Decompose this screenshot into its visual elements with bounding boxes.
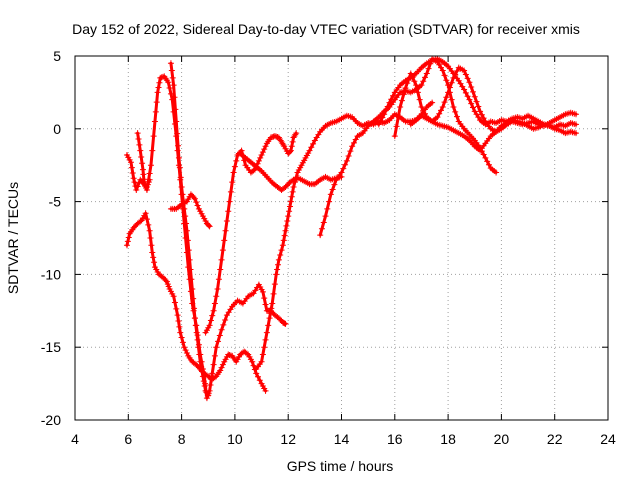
plot-frame bbox=[74, 55, 609, 421]
plot-area-data bbox=[123, 55, 580, 402]
y-tick-label: 0 bbox=[53, 121, 61, 137]
chart-title: Day 152 of 2022, Sidereal Day-to-day VTE… bbox=[72, 21, 580, 37]
x-tick-label: 6 bbox=[124, 431, 132, 447]
data-point-markers bbox=[123, 210, 269, 394]
y-tick-label: -10 bbox=[41, 266, 61, 282]
x-tick-label: 14 bbox=[334, 431, 350, 447]
x-tick-label: 24 bbox=[600, 431, 616, 447]
x-tick-label: 4 bbox=[71, 431, 79, 447]
series-line bbox=[169, 192, 212, 228]
series-line bbox=[169, 61, 210, 397]
x-tick-label: 18 bbox=[440, 431, 456, 447]
series-pass-2 bbox=[123, 210, 269, 394]
data-point-markers bbox=[202, 130, 300, 336]
series-pass-12 bbox=[407, 112, 580, 154]
series-pass-7 bbox=[237, 150, 345, 193]
x-tick-label: 22 bbox=[547, 431, 563, 447]
grid-lines bbox=[75, 56, 608, 420]
y-tick-label: 5 bbox=[53, 48, 61, 64]
x-tick-label: 12 bbox=[280, 431, 296, 447]
y-axis-label: SDTVAR / TECUs bbox=[5, 182, 21, 294]
series-pass-3 bbox=[167, 60, 212, 399]
data-point-markers bbox=[407, 112, 580, 154]
data-point-markers bbox=[167, 191, 213, 230]
x-axis-label: GPS time / hours bbox=[287, 458, 394, 474]
y-tick-label: -20 bbox=[41, 412, 61, 428]
y-tick-label: -5 bbox=[49, 194, 62, 210]
series-pass-5 bbox=[167, 191, 213, 230]
series-pass-6 bbox=[202, 130, 300, 336]
x-tick-label: 20 bbox=[494, 431, 510, 447]
y-tick-label: -15 bbox=[41, 339, 61, 355]
series-pass-4 bbox=[134, 130, 153, 191]
x-tick-label: 16 bbox=[387, 431, 403, 447]
data-point-markers bbox=[134, 130, 153, 191]
axes: 4 6 8 10 12 14 16 18 20 22 24 5 0 -5 -10 -15 -20 bbox=[41, 48, 616, 447]
data-point-markers bbox=[237, 150, 345, 193]
x-tick-label: 10 bbox=[227, 431, 243, 447]
x-tick-label: 8 bbox=[178, 431, 186, 447]
